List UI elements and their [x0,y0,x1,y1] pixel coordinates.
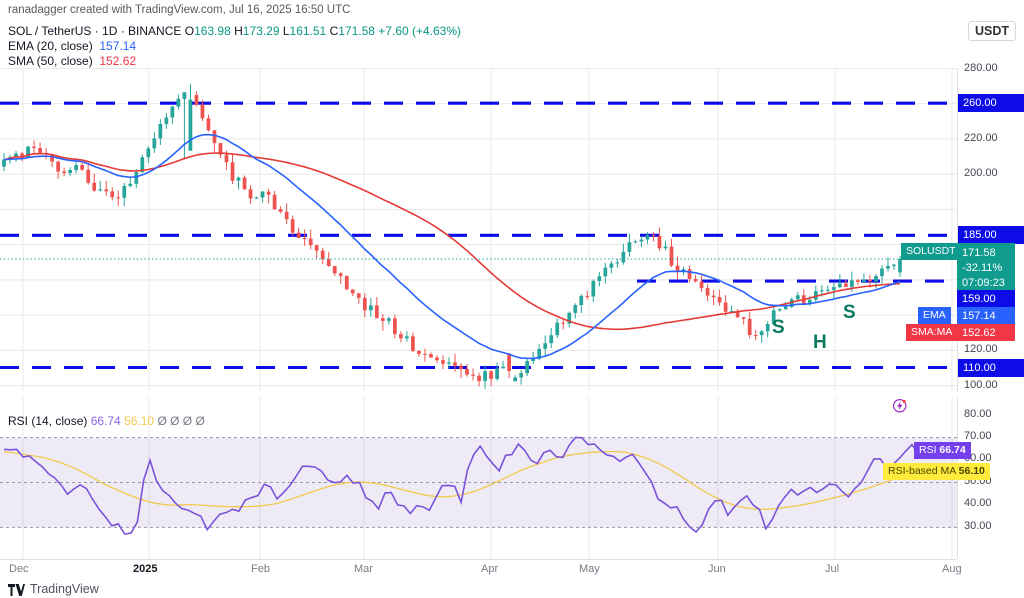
svg-text:S: S [843,302,856,323]
svg-text:H: H [813,332,827,353]
svg-text:S: S [772,317,785,338]
